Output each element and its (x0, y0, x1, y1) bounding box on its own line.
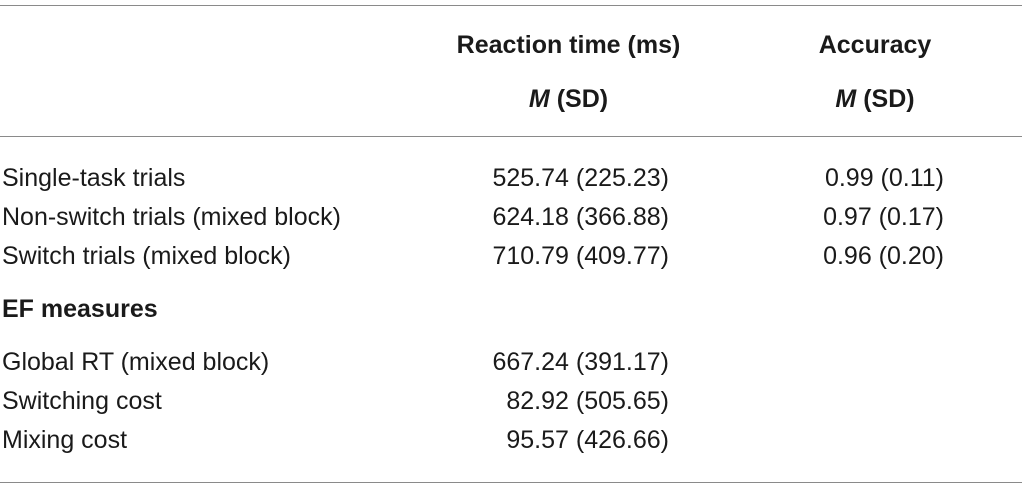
table-top-rule (0, 5, 1022, 6)
ef-row-label: Switching cost (2, 387, 162, 415)
rt-value: 525.74 (225.23) (492, 164, 669, 192)
column-header-accuracy: Accuracy (818, 31, 932, 59)
row-label: Non-switch trials (mixed block) (2, 203, 341, 231)
accuracy-value: 0.96 (0.20) (823, 242, 944, 270)
ef-rt-value: 82.92 (505.65) (506, 387, 669, 415)
rt-value: 710.79 (409.77) (492, 242, 669, 270)
stat-sd-label: (SD) (549, 85, 609, 113)
accuracy-value: 0.99 (0.11) (824, 164, 944, 192)
section-heading-ef-measures: EF measures (2, 295, 158, 323)
column-subheader-reaction-time: M (SD) (440, 84, 697, 114)
ef-row-label: Global RT (mixed block) (2, 348, 270, 376)
stat-mean-symbol: M (835, 85, 857, 113)
stat-mean-symbol: M (528, 85, 550, 113)
accuracy-value: 0.97 (0.17) (823, 203, 944, 231)
ef-row-label: Mixing cost (2, 426, 128, 454)
row-label: Single-task trials (2, 164, 186, 192)
ef-rt-value: 667.24 (391.17) (492, 348, 669, 376)
stat-sd-label: (SD) (856, 85, 915, 113)
row-label: Switch trials (mixed block) (2, 242, 291, 270)
table-bottom-rule (0, 482, 1022, 483)
header-divider-rule (0, 136, 1022, 137)
column-header-reaction-time: Reaction time (ms) (456, 31, 681, 59)
column-subheader-accuracy: M (SD) (790, 84, 960, 114)
rt-value: 624.18 (366.88) (492, 203, 669, 231)
ef-rt-value: 95.57 (426.66) (506, 426, 669, 454)
